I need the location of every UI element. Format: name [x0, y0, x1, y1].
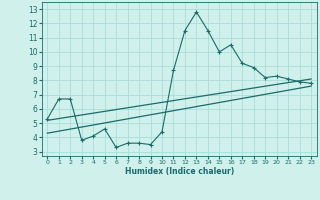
X-axis label: Humidex (Indice chaleur): Humidex (Indice chaleur) — [124, 167, 234, 176]
